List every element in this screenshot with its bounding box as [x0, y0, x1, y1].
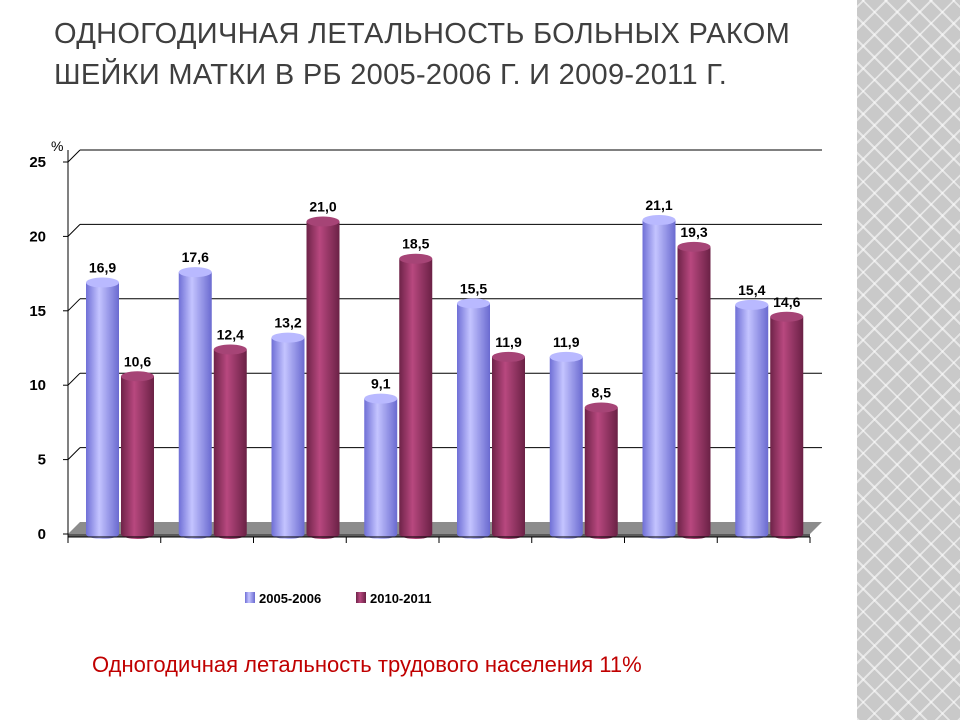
bar-body: [492, 356, 525, 539]
bar-2010-2011-3: [399, 253, 433, 539]
bar-2010-2011-1: [213, 344, 247, 539]
chart-floor: [68, 522, 822, 534]
gridline-depth: [67, 447, 81, 460]
bar-top: [549, 351, 583, 362]
y-tick-label: 20: [29, 228, 46, 245]
bar-top: [457, 298, 490, 309]
bar-top: [399, 253, 433, 264]
decorative-sidebar: [857, 0, 960, 720]
bar-body: [306, 221, 340, 539]
data-label: 21,1: [645, 197, 672, 213]
bar-top: [213, 344, 247, 355]
legend-swatch-2010-2011: [356, 592, 366, 603]
data-label: 14,6: [773, 294, 800, 310]
legend-label-2005-2006: 2005-2006: [259, 591, 321, 606]
bar-top: [306, 216, 340, 227]
data-label: 17,6: [182, 249, 209, 265]
bar-body: [642, 220, 676, 540]
bar-2005-2006-4: [457, 298, 490, 539]
bar-top: [770, 311, 804, 322]
bar-2010-2011-6: [677, 241, 711, 540]
gridline-depth: [67, 149, 81, 163]
bar-body: [584, 407, 618, 539]
data-label: 12,4: [217, 326, 244, 342]
bar-top: [584, 402, 618, 413]
slide-title: Одногодичная летальность больных раком ш…: [54, 18, 791, 91]
bar-top: [271, 332, 305, 343]
data-label: 21,0: [309, 199, 336, 215]
data-label: 9,1: [371, 376, 391, 392]
y-tick-label: 15: [29, 303, 46, 320]
legend-swatch-2005-2006: [245, 592, 255, 603]
bar-body: [121, 376, 154, 539]
legend-label-2010-2011: 2010-2011: [370, 591, 431, 606]
y-tick-label: 5: [38, 452, 46, 469]
bar-top: [121, 371, 154, 382]
bar-body: [770, 316, 804, 539]
legend: 2005-2006 2010-2011: [245, 591, 431, 606]
data-label: 8,5: [592, 385, 612, 401]
data-label: 18,5: [402, 236, 429, 252]
bar-top: [677, 241, 711, 252]
bar-body: [364, 398, 398, 539]
bar-top: [642, 215, 676, 226]
bar-2005-2006-5: [549, 351, 583, 539]
bar-body: [735, 304, 769, 539]
data-label: 16,9: [89, 260, 116, 276]
y-axis-unit-label: %: [51, 138, 63, 154]
bar-body: [271, 337, 305, 539]
bar-2005-2006-7: [735, 299, 769, 539]
data-label: 13,2: [274, 315, 301, 331]
bar-2010-2011-2: [306, 216, 340, 539]
bar-2005-2006-1: [178, 267, 212, 539]
y-tick-label: 10: [29, 377, 46, 394]
bar-top: [364, 393, 398, 404]
bar-top: [735, 299, 769, 310]
bar-2005-2006-2: [271, 332, 305, 539]
bar-body: [677, 246, 711, 540]
bar-body: [399, 258, 433, 539]
data-label: 19,3: [680, 224, 707, 240]
gridline-depth: [67, 224, 81, 237]
data-label: 11,9: [553, 334, 580, 350]
y-tick-label: 25: [29, 154, 46, 171]
bar-2005-2006-0: [86, 277, 119, 539]
bar-top: [86, 277, 119, 288]
bar-2005-2006-6: [642, 215, 676, 540]
bar-body: [457, 303, 490, 539]
bar-2010-2011-7: [770, 311, 804, 539]
bar-body: [178, 272, 212, 539]
data-label: 10,6: [124, 353, 151, 369]
bar-body: [213, 349, 247, 539]
bar-2010-2011-0: [121, 371, 154, 539]
bar-top: [178, 267, 212, 278]
bar-2010-2011-5: [584, 402, 618, 539]
gridline-depth: [67, 298, 81, 312]
footnote: Одногодичная летальность трудового насел…: [92, 652, 642, 677]
data-label: 11,9: [495, 334, 522, 350]
bar-body: [549, 356, 583, 539]
gridline-depth: [67, 372, 81, 386]
bar-top: [492, 351, 525, 362]
bar-chart: 16,9 17,6 13,2 9,1 15,5 11,9 21,1 15,4 10,6 12,4 2…: [29, 138, 822, 606]
chart-floor-edge: [68, 534, 810, 537]
y-tick-label: 0: [38, 526, 46, 543]
bar-2010-2011-4: [492, 351, 525, 539]
bar-2005-2006-3: [364, 393, 398, 539]
data-label: 15,5: [460, 280, 487, 296]
data-label: 15,4: [738, 282, 765, 298]
bar-body: [86, 282, 119, 539]
